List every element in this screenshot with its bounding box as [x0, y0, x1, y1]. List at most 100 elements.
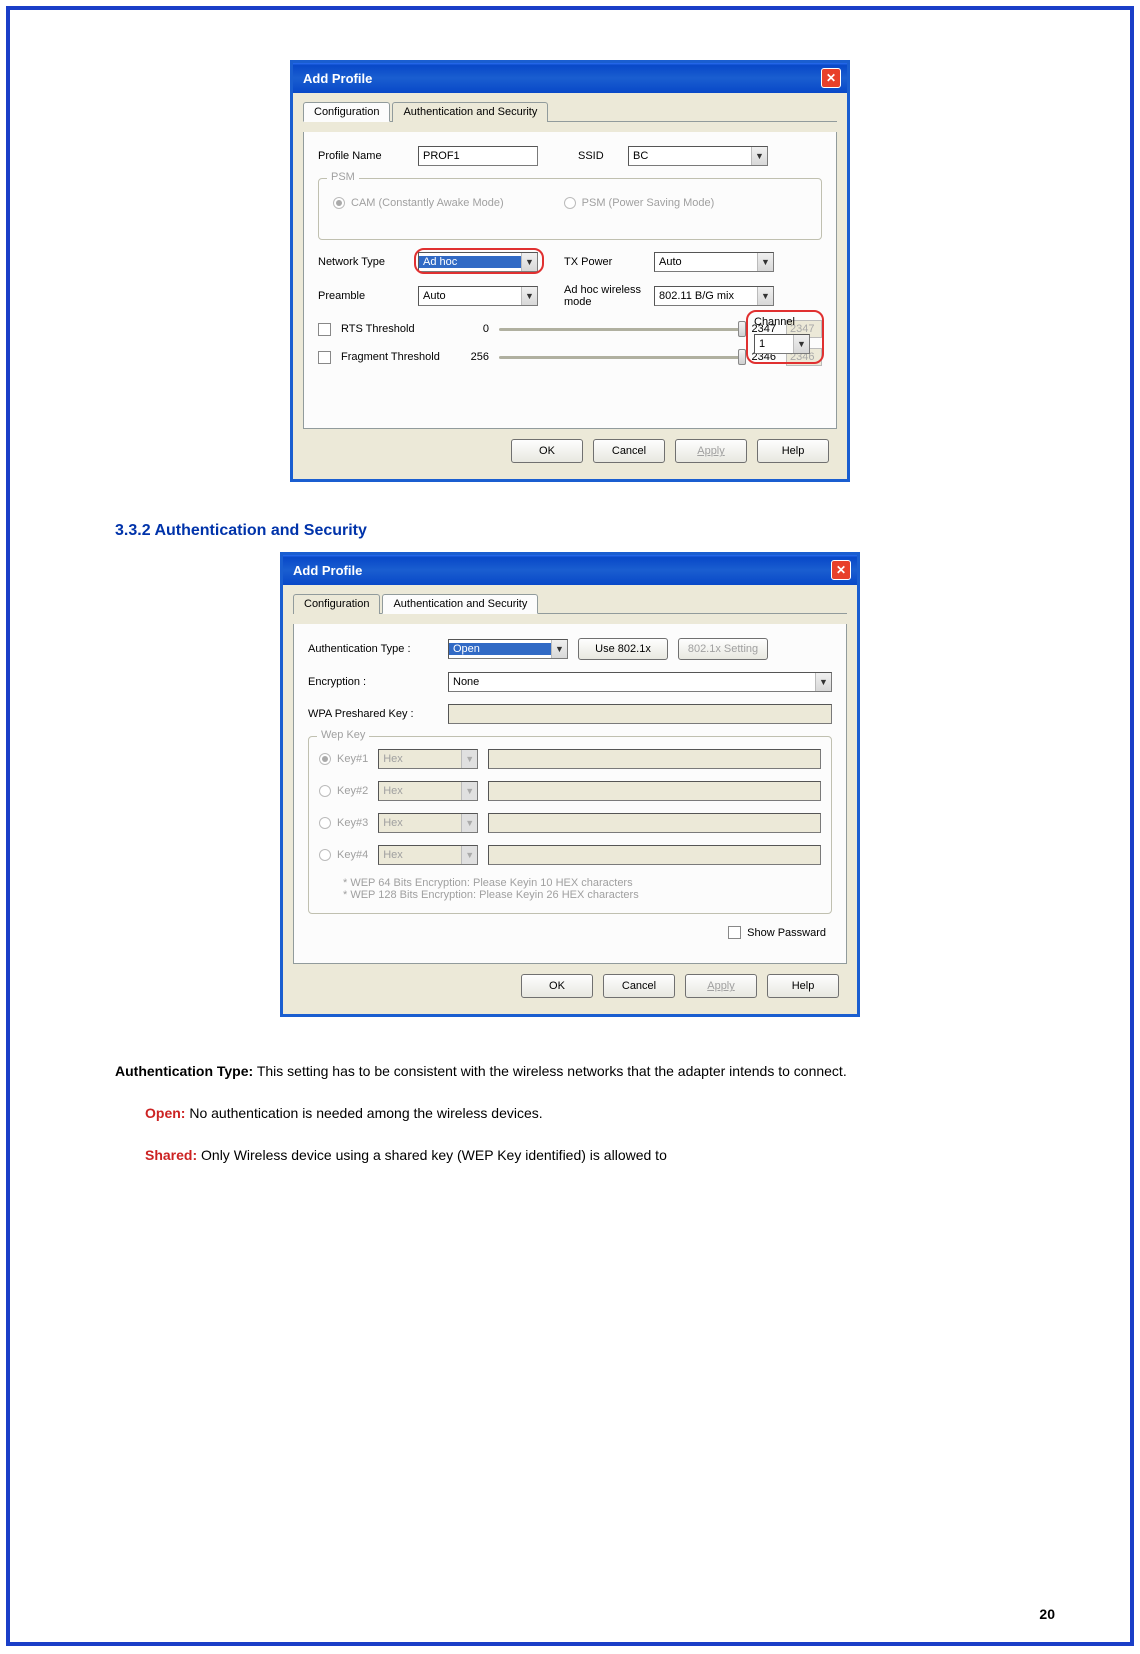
- channel-value: 1: [755, 338, 793, 350]
- radio-key1: Key#1: [319, 753, 368, 765]
- rts-min: 0: [461, 323, 489, 335]
- tx-power-dropdown[interactable]: Auto ▼: [654, 252, 774, 272]
- help-button[interactable]: Help: [767, 974, 839, 998]
- key3-input: [488, 813, 821, 833]
- frag-checkbox[interactable]: [318, 351, 331, 364]
- cancel-button[interactable]: Cancel: [593, 439, 665, 463]
- chevron-down-icon: ▼: [751, 147, 767, 165]
- psm-fieldset: PSM CAM (Constantly Awake Mode) PSM (Pow…: [318, 178, 822, 240]
- encryption-value: None: [449, 676, 815, 688]
- slider-thumb[interactable]: [738, 349, 746, 365]
- chevron-down-icon: ▼: [461, 782, 477, 800]
- network-type-value: Ad hoc: [419, 256, 521, 268]
- ssid-value: BC: [629, 150, 751, 162]
- tab-strip: Configuration Authentication and Securit…: [293, 593, 847, 614]
- radio-icon: [319, 817, 331, 829]
- adhoc-mode-dropdown[interactable]: 802.11 B/G mix ▼: [654, 286, 774, 306]
- frag-min: 256: [461, 351, 489, 363]
- section-heading: 3.3.2 Authentication and Security: [115, 522, 1055, 540]
- chevron-down-icon: ▼: [551, 640, 567, 658]
- ok-button[interactable]: OK: [511, 439, 583, 463]
- tab-auth-security[interactable]: Authentication and Security: [392, 102, 548, 122]
- frag-slider[interactable]: [499, 356, 742, 359]
- wpa-key-input: [448, 704, 832, 724]
- encryption-label: Encryption :: [308, 676, 438, 688]
- wep-hint-2: * WEP 128 Bits Encryption: Please Keyin …: [343, 889, 821, 901]
- button-row: OK Cancel Apply Help: [303, 429, 837, 467]
- profile-name-label: Profile Name: [318, 150, 408, 162]
- auth-type-label: Authentication Type :: [308, 643, 438, 655]
- open-label: Open:: [145, 1105, 185, 1121]
- title-text: Add Profile: [293, 563, 362, 578]
- rts-row: RTS Threshold 0 2347 2347: [318, 320, 822, 338]
- body-open: Open: No authentication is needed among …: [145, 1099, 1025, 1127]
- chevron-down-icon: ▼: [461, 846, 477, 864]
- 8021x-setting-button: 802.1x Setting: [678, 638, 768, 660]
- shared-label: Shared:: [145, 1147, 197, 1163]
- chevron-down-icon: ▼: [521, 287, 537, 305]
- rts-checkbox[interactable]: [318, 323, 331, 336]
- use-8021x-button[interactable]: Use 802.1x: [578, 638, 668, 660]
- help-button[interactable]: Help: [757, 439, 829, 463]
- apply-button: Apply: [685, 974, 757, 998]
- radio-icon: [319, 753, 331, 765]
- show-password-label: Show Passward: [747, 927, 826, 939]
- ok-button[interactable]: OK: [521, 974, 593, 998]
- auth-type-label: Authentication Type:: [115, 1063, 253, 1079]
- close-icon[interactable]: ✕: [821, 68, 841, 88]
- titlebar[interactable]: Add Profile ✕: [293, 63, 847, 93]
- rts-slider[interactable]: [499, 328, 742, 331]
- frag-label: Fragment Threshold: [341, 351, 451, 363]
- title-text: Add Profile: [303, 71, 372, 86]
- chevron-down-icon: ▼: [793, 335, 809, 353]
- dialog-add-profile-config: Add Profile ✕ Configuration Authenticati…: [290, 60, 850, 482]
- radio-key2: Key#2: [319, 785, 368, 797]
- tab-configuration[interactable]: Configuration: [293, 594, 380, 614]
- wpa-key-label: WPA Preshared Key :: [308, 708, 438, 720]
- dialog-add-profile-auth: Add Profile ✕ Configuration Authenticati…: [280, 552, 860, 1017]
- cancel-button[interactable]: Cancel: [603, 974, 675, 998]
- radio-key4: Key#4: [319, 849, 368, 861]
- slider-thumb[interactable]: [738, 321, 746, 337]
- profile-name-input[interactable]: [418, 146, 538, 166]
- encryption-dropdown[interactable]: None ▼: [448, 672, 832, 692]
- show-password-checkbox[interactable]: [728, 926, 741, 939]
- channel-label: Channel: [750, 314, 824, 330]
- key2-input: [488, 781, 821, 801]
- tab-auth-security[interactable]: Authentication and Security: [382, 594, 538, 614]
- apply-button: Apply: [675, 439, 747, 463]
- wep-hint-1: * WEP 64 Bits Encryption: Please Keyin 1…: [343, 877, 821, 889]
- body-auth-type: Authentication Type: This setting has to…: [115, 1057, 1025, 1085]
- network-type-label: Network Type: [318, 256, 408, 268]
- network-type-dropdown[interactable]: Ad hoc ▼: [418, 252, 538, 272]
- ssid-label: SSID: [578, 150, 618, 162]
- auth-type-dropdown[interactable]: Open ▼: [448, 639, 568, 659]
- body-shared: Shared: Only Wireless device using a sha…: [145, 1141, 1025, 1169]
- key1-input: [488, 749, 821, 769]
- key4-format-dropdown: Hex▼: [378, 845, 478, 865]
- radio-key3: Key#3: [319, 817, 368, 829]
- chevron-down-icon: ▼: [815, 673, 831, 691]
- preamble-label: Preamble: [318, 290, 408, 302]
- ssid-dropdown[interactable]: BC ▼: [628, 146, 768, 166]
- channel-dropdown[interactable]: 1 ▼: [754, 334, 810, 354]
- wep-key-legend: Wep Key: [317, 729, 369, 741]
- button-row: OK Cancel Apply Help: [293, 964, 847, 1002]
- radio-icon: [564, 197, 576, 209]
- psm-legend: PSM: [327, 171, 359, 183]
- chevron-down-icon: ▼: [757, 253, 773, 271]
- tab-configuration[interactable]: Configuration: [303, 102, 390, 122]
- radio-cam: CAM (Constantly Awake Mode): [333, 197, 504, 209]
- chevron-down-icon: ▼: [521, 253, 537, 271]
- preamble-dropdown[interactable]: Auto ▼: [418, 286, 538, 306]
- chevron-down-icon: ▼: [461, 814, 477, 832]
- dialog-body: Configuration Authentication and Securit…: [283, 585, 857, 1014]
- preamble-value: Auto: [419, 290, 521, 302]
- frag-row: Fragment Threshold 256 2346 2346: [318, 348, 822, 366]
- close-icon[interactable]: ✕: [831, 560, 851, 580]
- titlebar[interactable]: Add Profile ✕: [283, 555, 857, 585]
- radio-icon: [319, 849, 331, 861]
- radio-icon: [333, 197, 345, 209]
- adhoc-mode-label: Ad hoc wireless mode: [564, 284, 644, 308]
- page-number: 20: [1039, 1606, 1055, 1622]
